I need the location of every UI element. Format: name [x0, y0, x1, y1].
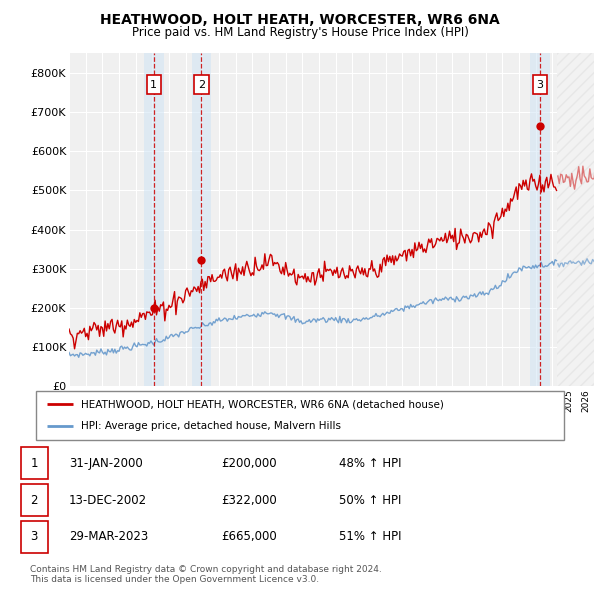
Text: 3: 3	[31, 530, 38, 543]
Text: Price paid vs. HM Land Registry's House Price Index (HPI): Price paid vs. HM Land Registry's House …	[131, 26, 469, 39]
FancyBboxPatch shape	[533, 76, 547, 94]
Text: £200,000: £200,000	[221, 457, 277, 470]
FancyBboxPatch shape	[21, 521, 48, 553]
Text: 1: 1	[150, 80, 157, 90]
Text: 1: 1	[31, 457, 38, 470]
Text: £665,000: £665,000	[221, 530, 277, 543]
Text: HPI: Average price, detached house, Malvern Hills: HPI: Average price, detached house, Malv…	[81, 421, 341, 431]
FancyBboxPatch shape	[194, 76, 209, 94]
Text: HEATHWOOD, HOLT HEATH, WORCESTER, WR6 6NA: HEATHWOOD, HOLT HEATH, WORCESTER, WR6 6N…	[100, 13, 500, 27]
Bar	[530, 53, 550, 386]
Text: 50% ↑ HPI: 50% ↑ HPI	[340, 493, 402, 507]
Text: 3: 3	[536, 80, 544, 90]
Text: 13-DEC-2002: 13-DEC-2002	[69, 493, 147, 507]
FancyBboxPatch shape	[36, 391, 564, 440]
Bar	[557, 53, 594, 386]
Bar	[557, 53, 594, 386]
Text: 48% ↑ HPI: 48% ↑ HPI	[340, 457, 402, 470]
FancyBboxPatch shape	[21, 484, 48, 516]
Text: 51% ↑ HPI: 51% ↑ HPI	[340, 530, 402, 543]
Text: £322,000: £322,000	[221, 493, 277, 507]
Text: HEATHWOOD, HOLT HEATH, WORCESTER, WR6 6NA (detached house): HEATHWOOD, HOLT HEATH, WORCESTER, WR6 6N…	[81, 399, 444, 409]
Text: 2: 2	[31, 493, 38, 507]
FancyBboxPatch shape	[21, 447, 48, 479]
Text: 29-MAR-2023: 29-MAR-2023	[69, 530, 148, 543]
Text: 2: 2	[198, 80, 205, 90]
Text: Contains HM Land Registry data © Crown copyright and database right 2024.
This d: Contains HM Land Registry data © Crown c…	[30, 565, 382, 584]
Text: 31-JAN-2000: 31-JAN-2000	[69, 457, 143, 470]
Bar	[191, 53, 211, 386]
FancyBboxPatch shape	[146, 76, 161, 94]
Bar	[143, 53, 164, 386]
